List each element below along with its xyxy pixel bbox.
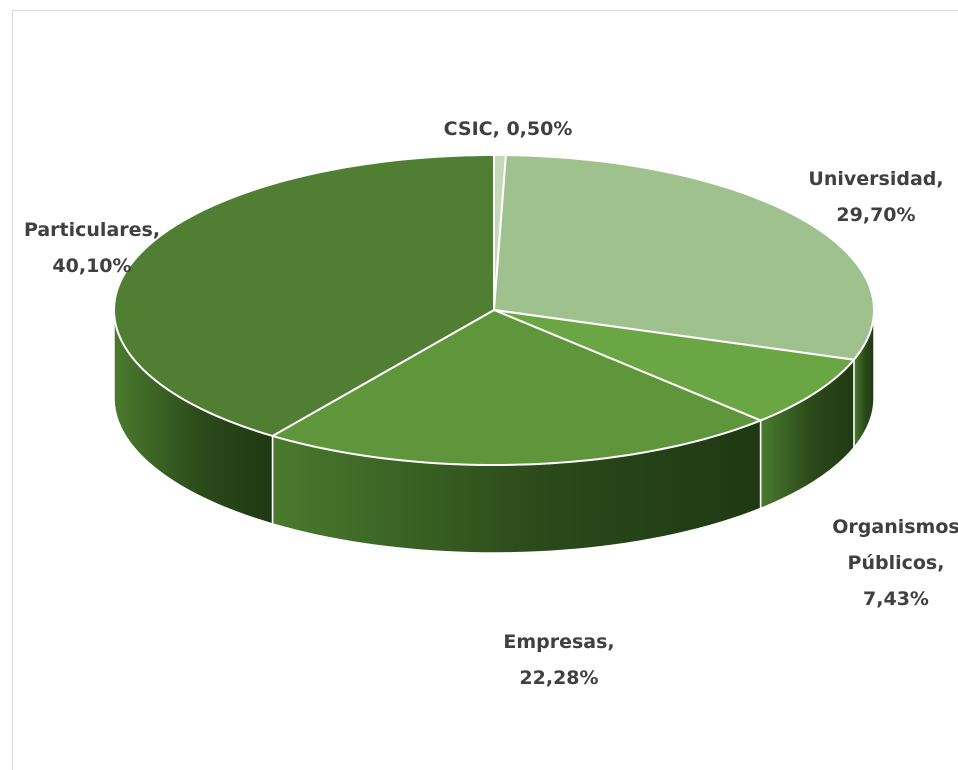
pie-slice-organismos-publicos xyxy=(493,309,855,422)
pie-slice-empresas xyxy=(271,309,762,466)
data-label-particulares: Particulares, 40,10% xyxy=(24,219,160,277)
chart-area xyxy=(12,10,958,770)
data-label-line: Empresas, xyxy=(503,631,614,653)
pie-slice-universidad xyxy=(493,154,875,361)
data-label-line: Públicos, xyxy=(848,552,945,574)
data-label-line: Organismos xyxy=(832,516,958,538)
pie-data-labels: CSIC, 0,50% Universidad, 29,70% Organismos P… xyxy=(24,118,958,689)
data-label-line: 40,10% xyxy=(52,255,131,277)
pie-slice-particulares xyxy=(113,154,495,437)
data-label-line: Particulares, xyxy=(24,219,160,241)
data-label-line: 22,28% xyxy=(519,667,598,689)
data-label-line: 7,43% xyxy=(863,588,929,610)
data-label-empresas: Empresas, 22,28% xyxy=(503,631,614,689)
pie-slices xyxy=(113,154,875,466)
data-label-line: 29,70% xyxy=(836,204,915,226)
data-label-universidad: Universidad, 29,70% xyxy=(808,168,943,226)
data-label-line: CSIC, 0,50% xyxy=(444,118,573,140)
data-label-organismos-publicos: Organismos Públicos, 7,43% xyxy=(832,516,958,610)
data-label-line: Universidad, xyxy=(808,168,943,190)
data-label-csic: CSIC, 0,50% xyxy=(444,118,573,140)
